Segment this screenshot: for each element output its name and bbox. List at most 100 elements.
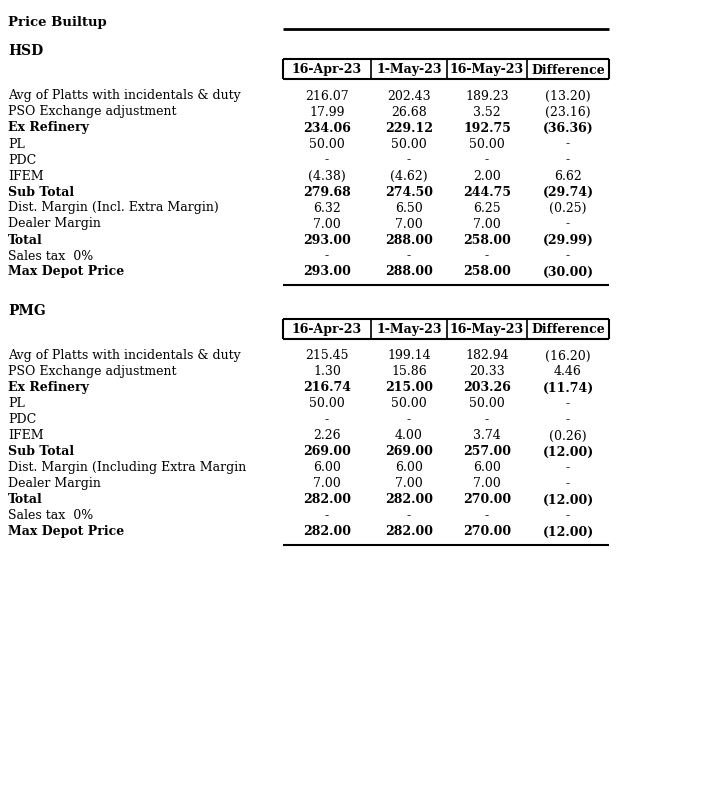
Text: IFEM: IFEM [8,169,44,182]
Text: IFEM: IFEM [8,429,44,442]
Text: 282.00: 282.00 [303,525,351,538]
Text: 269.00: 269.00 [303,445,351,458]
Text: 192.75: 192.75 [463,122,511,135]
Text: (12.00): (12.00) [543,445,593,458]
Text: PL: PL [8,397,25,410]
Text: 274.50: 274.50 [385,185,433,198]
Text: 7.00: 7.00 [313,217,341,230]
Text: 1-May-23: 1-May-23 [376,63,441,76]
Text: 6.00: 6.00 [313,461,341,474]
Text: 3.74: 3.74 [473,429,501,442]
Text: 1-May-23: 1-May-23 [376,323,441,336]
Text: 258.00: 258.00 [463,265,511,278]
Text: 202.43: 202.43 [387,89,431,102]
Text: 2.00: 2.00 [473,169,501,182]
Text: 7.00: 7.00 [395,477,423,490]
Text: (11.74): (11.74) [543,381,593,394]
Text: 270.00: 270.00 [463,493,511,506]
Text: Avg of Platts with incidentals & duty: Avg of Platts with incidentals & duty [8,89,240,102]
Text: 6.00: 6.00 [473,461,501,474]
Text: 282.00: 282.00 [303,493,351,506]
Text: 6.00: 6.00 [395,461,423,474]
Text: 282.00: 282.00 [385,525,433,538]
Text: 234.06: 234.06 [303,122,351,135]
Text: 50.00: 50.00 [309,137,345,150]
Text: -: - [485,153,489,166]
Text: 50.00: 50.00 [469,397,505,410]
Text: Dealer Margin: Dealer Margin [8,217,101,230]
Text: Total: Total [8,234,43,247]
Text: Difference: Difference [531,323,605,336]
Text: -: - [407,413,411,426]
Text: 216.07: 216.07 [305,89,349,102]
Text: 7.00: 7.00 [473,217,501,230]
Text: 15.86: 15.86 [391,365,427,378]
Text: 293.00: 293.00 [303,234,351,247]
Text: Dealer Margin: Dealer Margin [8,477,101,490]
Text: PSO Exchange adjustment: PSO Exchange adjustment [8,105,176,118]
Text: 4.00: 4.00 [395,429,423,442]
Text: 7.00: 7.00 [395,217,423,230]
Text: -: - [485,508,489,521]
Text: 203.26: 203.26 [463,381,511,394]
Text: (23.16): (23.16) [546,105,591,118]
Text: -: - [325,249,329,262]
Text: 215.45: 215.45 [305,349,349,362]
Text: 269.00: 269.00 [385,445,433,458]
Text: Max Depot Price: Max Depot Price [8,525,124,538]
Text: 282.00: 282.00 [385,493,433,506]
Text: -: - [566,397,570,410]
Text: 6.62: 6.62 [554,169,582,182]
Text: 199.14: 199.14 [387,349,431,362]
Text: Difference: Difference [531,63,605,76]
Text: Sales tax  0%: Sales tax 0% [8,249,93,262]
Text: 279.68: 279.68 [303,185,351,198]
Text: -: - [566,249,570,262]
Text: -: - [566,153,570,166]
Text: 16-Apr-23: 16-Apr-23 [292,63,362,76]
Text: 244.75: 244.75 [463,185,511,198]
Text: Dist. Margin (Including Extra Margin: Dist. Margin (Including Extra Margin [8,461,246,474]
Text: (29.99): (29.99) [543,234,593,247]
Text: -: - [407,153,411,166]
Text: -: - [566,137,570,150]
Text: 50.00: 50.00 [469,137,505,150]
Text: (13.20): (13.20) [546,89,591,102]
Text: Sub Total: Sub Total [8,185,74,198]
Text: 257.00: 257.00 [463,445,511,458]
Text: -: - [325,153,329,166]
Text: Ex Refinery: Ex Refinery [8,381,89,394]
Text: Avg of Platts with incidentals & duty: Avg of Platts with incidentals & duty [8,349,240,362]
Text: -: - [566,413,570,426]
Text: Dist. Margin (Incl. Extra Margin): Dist. Margin (Incl. Extra Margin) [8,201,219,214]
Text: 16-May-23: 16-May-23 [450,63,524,76]
Text: -: - [325,413,329,426]
Text: -: - [407,249,411,262]
Text: (16.20): (16.20) [546,349,591,362]
Text: 6.50: 6.50 [395,201,423,214]
Text: (30.00): (30.00) [543,265,593,278]
Text: -: - [566,217,570,230]
Text: 229.12: 229.12 [385,122,433,135]
Text: 216.74: 216.74 [303,381,351,394]
Text: 288.00: 288.00 [385,265,433,278]
Text: -: - [566,508,570,521]
Text: Sales tax  0%: Sales tax 0% [8,508,93,521]
Text: 26.68: 26.68 [391,105,427,118]
Text: -: - [485,413,489,426]
Text: 182.94: 182.94 [465,349,509,362]
Text: 6.25: 6.25 [473,201,501,214]
Text: -: - [566,461,570,474]
Text: 189.23: 189.23 [465,89,509,102]
Text: Sub Total: Sub Total [8,445,74,458]
Text: PDC: PDC [8,153,37,166]
Text: PL: PL [8,137,25,150]
Text: 17.99: 17.99 [309,105,344,118]
Text: (29.74): (29.74) [543,185,593,198]
Text: 4.46: 4.46 [554,365,582,378]
Text: 1.30: 1.30 [313,365,341,378]
Text: 293.00: 293.00 [303,265,351,278]
Text: (4.38): (4.38) [308,169,346,182]
Text: 16-Apr-23: 16-Apr-23 [292,323,362,336]
Text: (12.00): (12.00) [543,525,593,538]
